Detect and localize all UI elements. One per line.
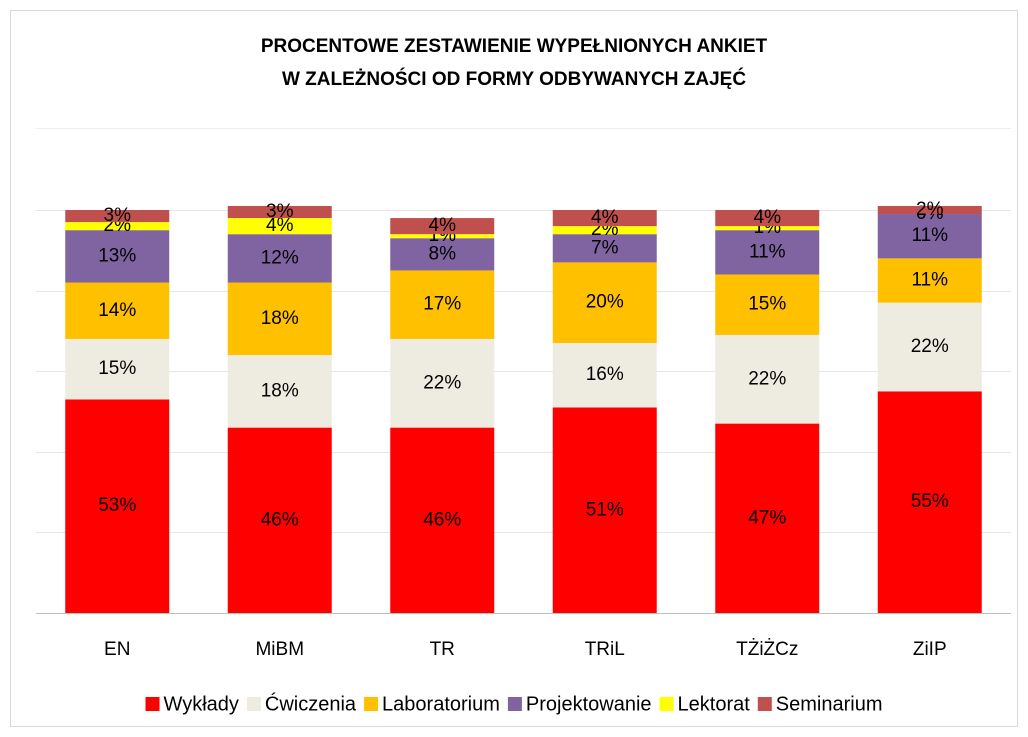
data-label: 11% xyxy=(911,225,948,246)
data-label: 4% xyxy=(266,215,294,236)
data-label: 16% xyxy=(586,364,624,385)
bar-segment xyxy=(65,399,170,613)
bar-segment xyxy=(390,238,495,271)
x-tick-label: TRiL xyxy=(585,639,625,660)
data-label: 22% xyxy=(911,336,949,357)
bar-segment xyxy=(227,282,332,356)
data-label: 55% xyxy=(911,491,949,512)
data-label: 46% xyxy=(261,509,299,530)
bar-segment xyxy=(715,274,820,335)
data-label: 3% xyxy=(104,205,132,226)
legend-swatch xyxy=(507,697,522,711)
data-label: 47% xyxy=(748,507,786,528)
bar-segment xyxy=(877,214,982,259)
bar-segment xyxy=(877,391,982,613)
legend-swatch xyxy=(246,697,261,711)
data-label: 4% xyxy=(429,215,457,236)
legend-swatch xyxy=(659,697,674,711)
legend-label: Seminarium xyxy=(776,693,883,715)
bar-segment xyxy=(552,226,657,235)
data-label: 15% xyxy=(748,294,786,315)
data-label: 22% xyxy=(423,372,461,393)
data-label: 51% xyxy=(586,499,624,520)
chart-title: PROCENTOWE ZESTAWIENIE WYPEŁNIONYCH ANKI… xyxy=(261,36,768,57)
bar-segment xyxy=(227,234,332,283)
data-label: 18% xyxy=(261,308,299,329)
data-label: 13% xyxy=(98,245,136,266)
bar-segment xyxy=(877,258,982,303)
bar-segment xyxy=(390,234,495,239)
data-label: 18% xyxy=(261,380,299,401)
bar-segment xyxy=(227,218,332,235)
data-label: 46% xyxy=(423,509,461,530)
bar-segment xyxy=(227,205,332,219)
legend-swatch xyxy=(145,697,160,711)
x-tick-label: MiBM xyxy=(255,639,304,660)
data-label: 3% xyxy=(266,201,294,222)
bar-segment xyxy=(390,218,495,235)
bar-segment xyxy=(65,338,170,400)
bar-segment xyxy=(552,210,657,227)
bar-segment xyxy=(390,427,495,613)
chart-title: W ZALEŻNOŚCI OD FORMY ODBYWANYCH ZAJĘĆ xyxy=(282,68,746,90)
bar-segment xyxy=(65,230,170,283)
bar-segment xyxy=(715,230,820,275)
x-tick-label: ZiIP xyxy=(913,639,947,660)
bar-segment xyxy=(65,282,170,339)
x-tick-label: TR xyxy=(430,639,455,660)
bar-segment xyxy=(715,423,820,613)
data-label: 20% xyxy=(586,292,624,313)
legend-label: Ćwiczenia xyxy=(265,692,357,715)
data-label: 2% xyxy=(916,199,944,220)
bar-segment xyxy=(390,338,495,428)
bar-segment xyxy=(227,355,332,428)
bar-segment xyxy=(552,342,657,408)
data-label: 17% xyxy=(423,294,461,315)
bar-segment xyxy=(877,205,982,215)
legend-label: Laboratorium xyxy=(382,693,500,715)
bar-segment xyxy=(877,302,982,392)
data-label: 4% xyxy=(591,207,619,228)
bar-segment xyxy=(552,234,657,263)
data-label: 22% xyxy=(748,368,786,389)
data-label: 53% xyxy=(98,495,136,516)
data-label: 11% xyxy=(749,241,786,262)
chart-border xyxy=(10,10,1018,727)
legend-label: Lektorat xyxy=(678,693,751,715)
bar-segment xyxy=(715,210,820,227)
data-label: 15% xyxy=(98,358,136,379)
bar-segment xyxy=(390,270,495,339)
data-label: 7% xyxy=(591,237,619,258)
x-tick-label: TŻiŻCz xyxy=(736,639,798,660)
bar-segment xyxy=(65,210,170,223)
legend-label: Wykłady xyxy=(164,693,239,715)
legend-label: Projektowanie xyxy=(526,693,652,715)
data-label: 11% xyxy=(911,270,948,291)
data-label: 14% xyxy=(98,300,136,321)
x-tick-label: EN xyxy=(104,639,130,660)
data-label: 8% xyxy=(429,243,457,264)
data-label: 4% xyxy=(754,207,782,228)
bar-segment xyxy=(715,334,820,424)
bar-segment xyxy=(65,222,170,231)
bar-segment xyxy=(552,407,657,613)
legend-swatch xyxy=(757,697,772,711)
bar-segment xyxy=(715,226,820,231)
legend-swatch xyxy=(364,697,379,711)
bar-segment xyxy=(552,262,657,343)
bar-segment xyxy=(227,427,332,613)
data-label: 12% xyxy=(261,247,299,268)
